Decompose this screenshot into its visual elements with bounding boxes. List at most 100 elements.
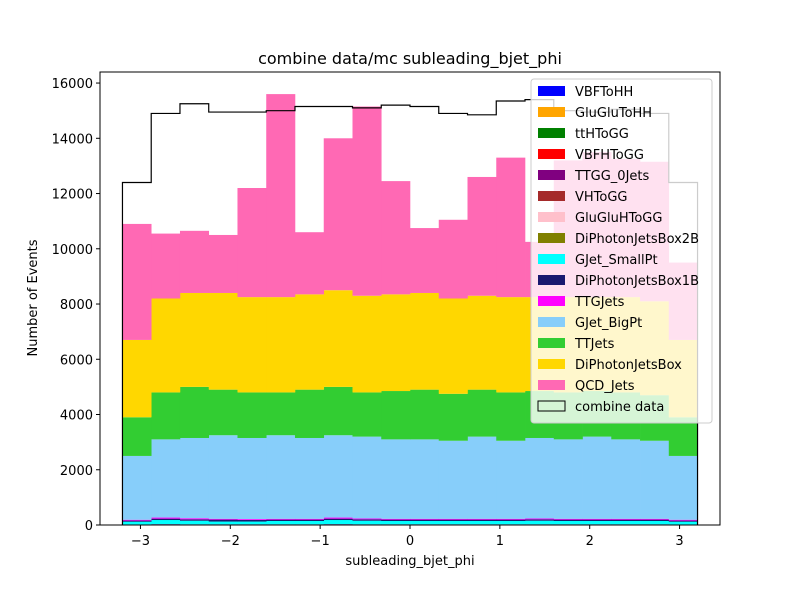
bar-TTGJets-bin-11 [438, 518, 468, 520]
y-tick-label: 16000 [52, 77, 93, 92]
bar-DiPhotonJetsBox1B-bin-17 [611, 519, 641, 521]
y-tick-label: 2000 [60, 464, 93, 479]
bar-GJet_BigPt-bin-1 [151, 439, 181, 518]
bar-TTGJets-bin-5 [266, 518, 296, 520]
bar-DiPhotonJetsBox1B-bin-11 [438, 519, 468, 521]
bar-DiPhotonJetsBox1B-bin-3 [208, 519, 238, 522]
bar-DiPhotonJetsBox1B-bin-12 [467, 519, 497, 521]
bar-GJet_SmallPt-bin-15 [553, 520, 583, 525]
legend-swatch-TTJets [538, 338, 565, 348]
bar-QCD_Jets-bin-5 [266, 94, 296, 298]
x-tick-label: 1 [496, 534, 504, 549]
bar-GJet_BigPt-bin-3 [208, 435, 238, 519]
y-axis-label: Number of Events [26, 239, 41, 356]
y-tick-label: 4000 [60, 409, 93, 424]
bar-GJet_BigPt-bin-6 [294, 437, 325, 519]
bar-DiPhotonJetsBox-bin-9 [381, 294, 411, 392]
legend-label-GJet_SmallPt: GJet_SmallPt [575, 253, 658, 268]
bar-GJet_SmallPt-bin-5 [266, 520, 296, 525]
bar-TTJets-bin-4 [237, 392, 267, 438]
bar-TTJets-bin-3 [208, 389, 238, 436]
legend-label-TTGG_0Jets: TTGG_0Jets [574, 169, 650, 184]
bar-DiPhotonJetsBox1B-bin-6 [294, 519, 325, 521]
bar-GJet_SmallPt-bin-16 [582, 520, 612, 525]
bar-GJet_BigPt-bin-0 [122, 455, 152, 520]
bar-GJet_SmallPt-bin-4 [237, 521, 267, 525]
bar-GJet_BigPt-bin-16 [582, 436, 612, 519]
legend-box [530, 78, 713, 424]
bar-TTGJets-bin-7 [323, 517, 353, 519]
bar-TTGJets-bin-15 [553, 518, 583, 520]
bar-DiPhotonJetsBox-bin-10 [410, 292, 440, 390]
bar-DiPhotonJetsBox1B-bin-15 [553, 519, 583, 521]
legend-label-DiPhotonJetsBox2B: DiPhotonJetsBox2B [575, 232, 699, 247]
legend-swatch-ttHToGG [538, 128, 565, 138]
bar-GJet_SmallPt-bin-1 [151, 520, 181, 525]
bar-GJet_BigPt-bin-8 [352, 436, 382, 519]
x-tick-label: 0 [406, 534, 414, 549]
chart-title: combine data/mc subleading_bjet_phi [258, 49, 562, 69]
legend-label-GluGluToHH: GluGluToHH [575, 106, 652, 121]
bar-TTJets-bin-19 [668, 417, 698, 456]
legend-swatch-DiPhotonJetsBox1B [538, 275, 565, 285]
bar-DiPhotonJetsBox-bin-4 [237, 297, 267, 393]
bar-GJet_SmallPt-bin-17 [611, 520, 641, 525]
bar-GJet_BigPt-bin-5 [266, 435, 296, 519]
bar-GJet_SmallPt-bin-13 [496, 520, 526, 525]
bar-QCD_Jets-bin-0 [122, 223, 152, 340]
bar-TTGJets-bin-4 [237, 519, 267, 520]
bar-TTJets-bin-11 [438, 393, 468, 441]
bar-GJet_BigPt-bin-9 [381, 439, 411, 519]
x-axis: −3 −2 −1 0 1 2 3 [131, 525, 684, 549]
x-tick-label: 2 [586, 534, 594, 549]
legend-swatch-DiPhotonJetsBox2B [538, 233, 565, 243]
bar-DiPhotonJetsBox-bin-5 [266, 297, 296, 393]
y-tick-label: 10000 [52, 243, 93, 258]
bar-TTGJets-bin-1 [151, 517, 181, 519]
bar-GJet_BigPt-bin-14 [525, 437, 555, 519]
bar-QCD_Jets-bin-6 [294, 232, 325, 295]
bar-TTGJets-bin-16 [582, 518, 612, 520]
bar-DiPhotonJetsBox1B-bin-16 [582, 519, 612, 521]
bar-GJet_SmallPt-bin-19 [668, 521, 698, 525]
legend-label-TTGJets: TTGJets [574, 295, 625, 310]
bar-DiPhotonJetsBox-bin-7 [323, 290, 353, 387]
bar-TTGJets-bin-0 [122, 519, 152, 521]
x-tick-label: −1 [311, 534, 330, 549]
bar-TTGJets-bin-3 [208, 518, 238, 520]
bar-GJet_BigPt-bin-11 [438, 440, 468, 519]
bar-DiPhotonJetsBox-bin-8 [352, 295, 382, 393]
bar-TTGJets-bin-9 [381, 518, 411, 520]
bar-TTGJets-bin-2 [179, 518, 210, 520]
bar-QCD_Jets-bin-9 [381, 181, 411, 295]
x-tick-label: −3 [131, 534, 150, 549]
bar-DiPhotonJetsBox1B-bin-2 [179, 519, 210, 521]
bar-DiPhotonJetsBox-bin-2 [179, 292, 210, 387]
legend-label-ttHToGG: ttHToGG [575, 127, 629, 142]
legend-swatch-TTGJets [538, 296, 565, 306]
bar-DiPhotonJetsBox-bin-0 [122, 339, 152, 418]
legend-swatch-VBFHToGG [538, 149, 565, 159]
bar-GJet_SmallPt-bin-18 [640, 520, 670, 525]
y-tick-label: 12000 [52, 188, 93, 203]
legend-swatch-data [537, 400, 566, 412]
bar-GJet_BigPt-bin-13 [496, 440, 526, 519]
bar-GJet_SmallPt-bin-9 [381, 520, 411, 525]
bar-TTGJets-bin-10 [410, 518, 440, 520]
bar-QCD_Jets-bin-11 [438, 219, 468, 299]
bar-DiPhotonJetsBox-bin-6 [294, 294, 325, 390]
bar-DiPhotonJetsBox1B-bin-1 [151, 518, 181, 521]
bar-GJet_SmallPt-bin-7 [323, 520, 353, 525]
bar-GJet_BigPt-bin-10 [410, 439, 440, 519]
bar-DiPhotonJetsBox-bin-1 [151, 298, 181, 393]
legend-swatch-GJet_BigPt [538, 317, 565, 327]
legend-label-DiPhotonJetsBox1B: DiPhotonJetsBox1B [575, 274, 699, 289]
bar-QCD_Jets-bin-10 [410, 228, 440, 293]
legend-label-VHToGG: VHToGG [575, 190, 628, 205]
legend-swatch-DiPhotonJetsBox [538, 359, 565, 369]
x-axis-label: subleading_bjet_phi [345, 554, 474, 569]
bar-DiPhotonJetsBox-bin-3 [208, 292, 238, 390]
bar-DiPhotonJetsBox-bin-11 [438, 298, 468, 394]
bar-TTJets-bin-7 [323, 386, 353, 436]
